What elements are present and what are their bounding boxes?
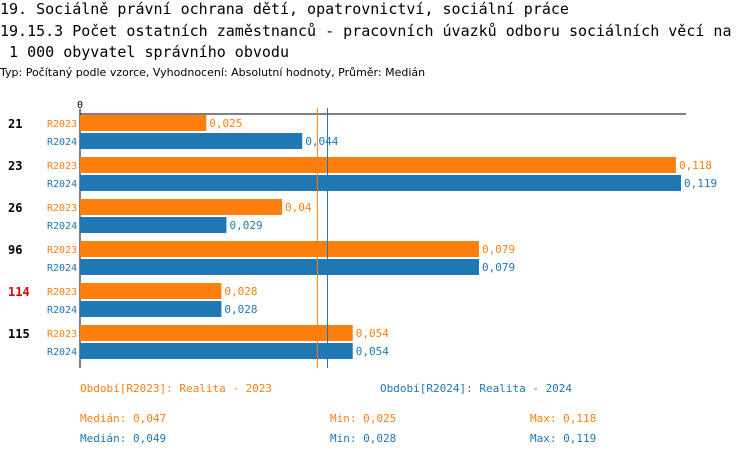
bar (80, 115, 207, 131)
data-label: 0,025 (209, 117, 242, 130)
series-label: R2024 (47, 221, 77, 232)
bar (80, 199, 283, 215)
data-label: 0,118 (679, 159, 712, 172)
x-tick-zero: 0 (77, 100, 83, 111)
category-label: 114 (8, 285, 30, 299)
series-label: R2024 (47, 305, 77, 316)
data-label: 0,054 (356, 327, 389, 340)
bar (80, 175, 681, 191)
legend-r2024-period: Období[R2024]: Realita - 2024 (380, 382, 573, 395)
series-label: R2023 (47, 245, 77, 256)
legend-r2024-median: Medián: 0,049 (80, 432, 167, 445)
bar (80, 301, 222, 317)
legend-r2024-max: Max: 0,119 (530, 432, 597, 445)
title-line-1: 19. Sociálně právní ochrana dětí, opatro… (0, 0, 569, 18)
data-label: 0,044 (305, 135, 338, 148)
category-label: 115 (8, 327, 30, 341)
title-line-2: 19.15.3 Počet ostatních zaměstnanců - pr… (0, 22, 732, 40)
data-label: 0,028 (224, 285, 257, 298)
category-label: 21 (8, 117, 22, 131)
data-label: 0,119 (684, 177, 717, 190)
data-label: 0,079 (482, 243, 515, 256)
series-label: R2023 (47, 287, 77, 298)
data-label: 0,028 (224, 303, 257, 316)
data-label: 0,04 (285, 201, 312, 214)
data-label: 0,079 (482, 261, 515, 274)
series-label: R2023 (47, 329, 77, 340)
category-label: 26 (8, 201, 22, 215)
legend-r2023-period: Období[R2023]: Realita - 2023 (80, 382, 273, 395)
series-label: R2024 (47, 347, 77, 358)
legend-r2023-min: Min: 0,025 (330, 412, 397, 425)
series-label: R2024 (47, 263, 77, 274)
legend-r2023-max: Max: 0,118 (530, 412, 597, 425)
bar (80, 217, 227, 233)
bar (80, 157, 676, 173)
bar (80, 283, 222, 299)
series-label: R2024 (47, 179, 77, 190)
series-label: R2023 (47, 161, 77, 172)
category-label: 96 (8, 243, 22, 257)
bar (80, 133, 303, 149)
title-line-3: 1 000 obyvatel správního obvodu (0, 43, 289, 61)
legend-r2024-min: Min: 0,028 (330, 432, 397, 445)
series-label: R2023 (47, 203, 77, 214)
data-label: 0,054 (356, 345, 389, 358)
series-label: R2024 (47, 137, 77, 148)
legend-r2023-median: Medián: 0,047 (80, 412, 167, 425)
bar (80, 325, 353, 341)
data-label: 0,029 (229, 219, 262, 232)
bar (80, 343, 353, 359)
category-label: 23 (8, 159, 22, 173)
series-label: R2023 (47, 119, 77, 130)
bar (80, 241, 479, 257)
chart-subtitle: Typ: Počítaný podle vzorce, Vyhodnocení:… (0, 66, 426, 79)
bar (80, 259, 479, 275)
